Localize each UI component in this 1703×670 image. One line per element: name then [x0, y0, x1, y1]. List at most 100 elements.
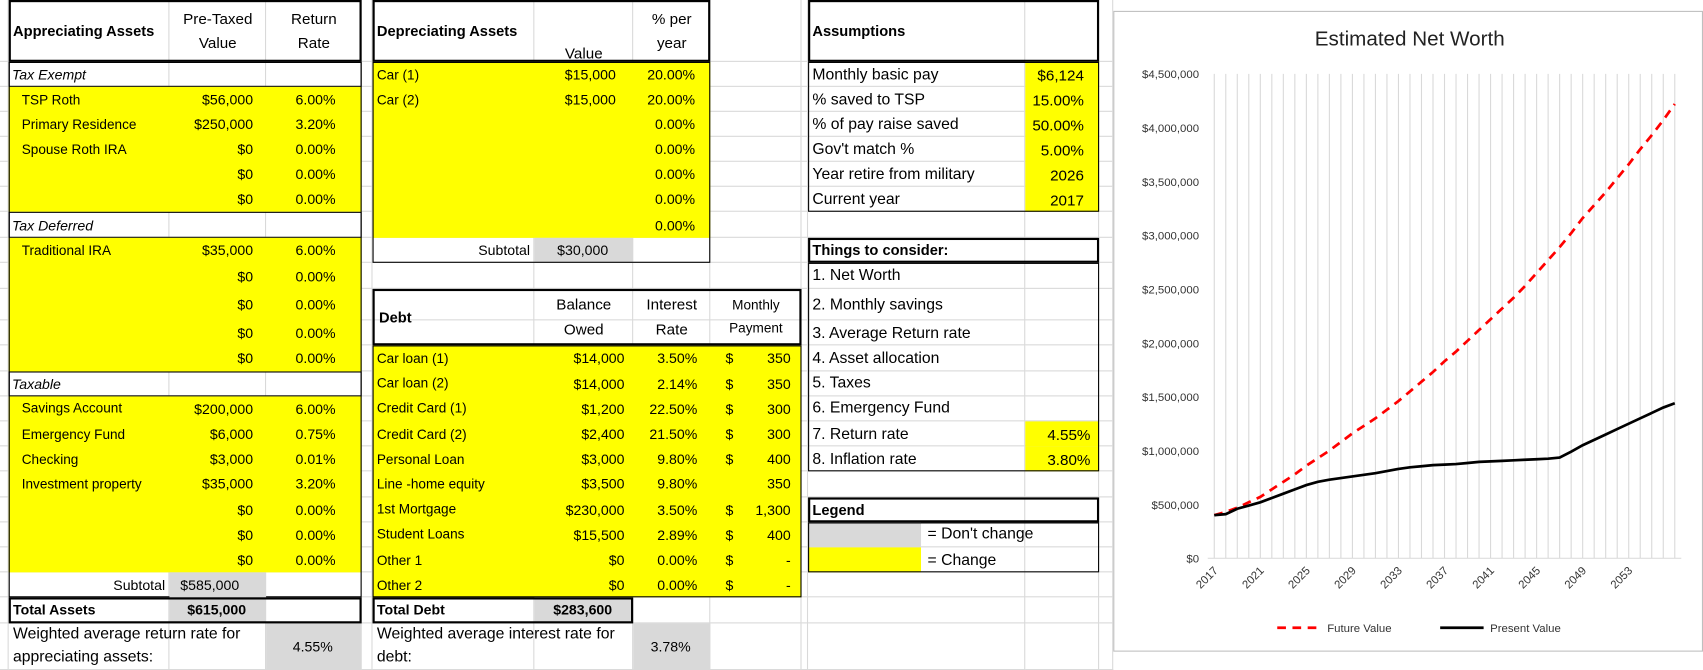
- cell-text: 350: [767, 350, 791, 367]
- cell-text: 3.50%: [657, 350, 698, 367]
- cell-text: 350: [767, 476, 791, 493]
- cell: [801, 421, 809, 447]
- cell: [801, 471, 809, 497]
- cell: [1099, 572, 1114, 598]
- cell-text: Car (1): [376, 66, 420, 83]
- y-tick-label: $1,500,000: [1142, 392, 1199, 404]
- cell: [0, 572, 9, 598]
- cell-text: Weighted average interest rate for debt:: [376, 625, 615, 667]
- cell: [710, 186, 802, 212]
- cell-text: $3,000: [581, 451, 625, 468]
- cell-text: 9.80%: [657, 451, 698, 468]
- cell: [808, 262, 1026, 289]
- cell: [534, 288, 634, 321]
- cell-text: $: [725, 425, 734, 443]
- cell: [1099, 61, 1114, 87]
- cell-text: 0.75%: [295, 425, 336, 443]
- cell: [801, 288, 809, 321]
- cell-text: Tax Deferred: [11, 216, 94, 233]
- cell-text: $0: [608, 551, 625, 569]
- cell: [808, 161, 1026, 187]
- cell: [361, 288, 373, 321]
- cell-text: 400: [767, 526, 791, 543]
- cell: [361, 396, 373, 422]
- cell-text: 0.01%: [295, 451, 336, 468]
- cell-text: TSP Roth: [21, 91, 81, 107]
- cell-text: Gov't match %: [812, 140, 915, 159]
- cell-text: 0.00%: [655, 166, 696, 183]
- cell-text: Primary Residence: [21, 116, 137, 132]
- cell: [1099, 396, 1114, 422]
- chart-title: Estimated Net Worth: [1315, 28, 1505, 51]
- x-tick-label: 2049: [1563, 565, 1589, 591]
- cell-fill: [372, 61, 711, 238]
- cell-text: % per year: [651, 9, 692, 51]
- table-border: [8, 597, 362, 623]
- cell: [710, 622, 802, 670]
- cell-text: $283,600: [553, 602, 613, 619]
- cell: [801, 597, 809, 623]
- cell-text: Tax Exempt: [11, 66, 86, 83]
- cell: [1099, 237, 1114, 263]
- cell: [710, 262, 802, 289]
- cell-text: 3.50%: [657, 501, 698, 518]
- cell: [1099, 111, 1114, 137]
- cell: [361, 111, 373, 137]
- cell: [633, 597, 711, 623]
- x-tick-label: 2037: [1425, 565, 1451, 591]
- cell-fill: [372, 345, 802, 598]
- cell-text: Student Loans: [376, 527, 465, 543]
- legend-swatch: [808, 522, 922, 548]
- cell-text: 22.50%: [649, 400, 698, 417]
- cell: [0, 547, 9, 573]
- cell: [1099, 0, 1114, 62]
- cell-text: 6.00%: [295, 91, 336, 108]
- table-border: [372, 61, 711, 263]
- cell: [710, 237, 802, 263]
- cell-text: 20.00%: [647, 66, 696, 83]
- cell-text: Subtotal: [478, 242, 531, 259]
- cell: [801, 262, 809, 289]
- cell: [801, 345, 809, 372]
- cell: [1025, 622, 1100, 670]
- cell: [1025, 211, 1100, 238]
- cell-fill: [1025, 446, 1100, 472]
- cell: [1099, 288, 1114, 321]
- cell: [1099, 421, 1114, 447]
- cell: [0, 237, 9, 263]
- cell-text: 0.00%: [657, 577, 698, 594]
- cell: [372, 262, 535, 289]
- cell: [1025, 471, 1100, 497]
- table-border: [8, 0, 362, 62]
- cell-text: -: [785, 551, 791, 569]
- cell: [801, 111, 809, 137]
- cell: [1099, 320, 1114, 346]
- cell-text: Spouse Roth IRA: [21, 141, 127, 157]
- cell: [801, 496, 809, 523]
- cell: [801, 86, 809, 112]
- cell-text: $0: [237, 324, 254, 342]
- cell: [801, 446, 809, 472]
- cell: [710, 136, 802, 162]
- cell-text: $230,000: [565, 501, 625, 518]
- cell-text: $14,000: [573, 375, 625, 392]
- cell-text: $0: [237, 551, 254, 569]
- cell-text: $: [725, 526, 734, 543]
- cell-text: $0: [237, 296, 254, 313]
- y-tick-label: $4,500,000: [1142, 69, 1199, 81]
- cell-text: % of pay raise saved: [812, 115, 959, 134]
- cell: [361, 186, 373, 212]
- table-border: [808, 262, 1100, 472]
- cell-text: 0.00%: [295, 166, 336, 183]
- x-tick-label: 2017: [1194, 565, 1220, 591]
- table-border: [808, 237, 1100, 263]
- cell-fill: [8, 86, 362, 212]
- cell: [808, 111, 1026, 137]
- cell: [808, 211, 1026, 238]
- cell-text: Investment property: [21, 476, 142, 492]
- cell: [0, 522, 9, 548]
- cell-text: 300: [767, 425, 791, 443]
- cell: [1099, 496, 1114, 523]
- cell-text: 21.50%: [649, 425, 698, 443]
